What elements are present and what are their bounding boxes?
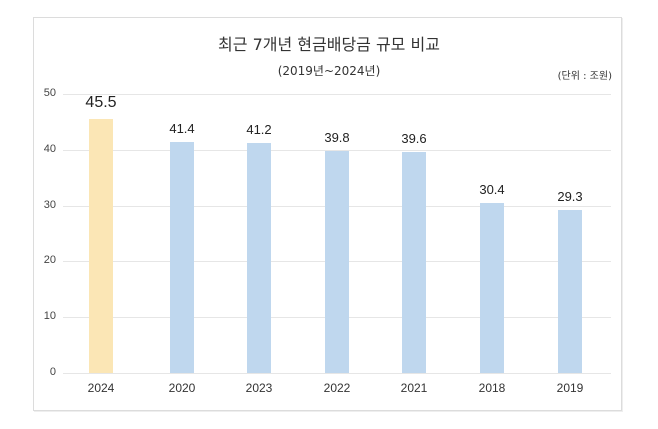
bar-2020: [170, 141, 194, 373]
x-tick-label: 2018: [478, 381, 506, 395]
bar-2023: [247, 143, 271, 373]
y-tick-label: 0: [49, 366, 56, 378]
value-label: 29.3: [557, 188, 583, 204]
value-label: 39.8: [324, 129, 350, 145]
bar-2022: [325, 150, 349, 373]
value-label: 30.4: [479, 182, 505, 198]
bar-2021: [402, 152, 426, 373]
chart-title: 최근 7개년 현금배당금 규모 비교: [218, 35, 440, 54]
x-tick-label: 2024: [87, 381, 115, 395]
y-tick-label: 40: [43, 142, 56, 155]
value-label: 45.5: [85, 94, 117, 112]
y-tick-label: 10: [43, 310, 56, 323]
gridline: [63, 373, 611, 374]
chart-subtitle: (2019년~2024년): [277, 64, 381, 78]
y-tick-label: 50: [43, 87, 56, 99]
value-label: 39.6: [401, 131, 427, 147]
bar-2018: [480, 203, 504, 373]
x-tick-label: 2019: [556, 381, 584, 395]
x-tick-label: 2023: [245, 381, 273, 395]
gridline: [63, 94, 611, 95]
bar-2024: [89, 119, 113, 373]
unit-label: (단위 : 조원): [557, 71, 612, 82]
gridline: [63, 149, 611, 151]
x-tick-label: 2021: [400, 381, 428, 395]
x-tick-label: 2020: [168, 381, 196, 395]
y-tick-label: 30: [43, 198, 56, 211]
x-tick-label: 2022: [323, 381, 351, 395]
value-label: 41.2: [246, 122, 272, 138]
y-tick-label: 20: [43, 254, 56, 267]
bar-2019: [558, 209, 582, 373]
value-label: 41.4: [169, 120, 195, 136]
